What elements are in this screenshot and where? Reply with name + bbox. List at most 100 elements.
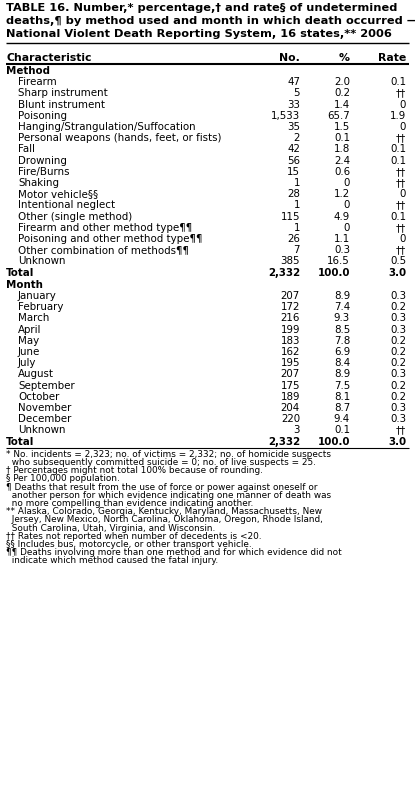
Text: 2.0: 2.0 [334,77,350,87]
Text: South Carolina, Utah, Virginia, and Wisconsin.: South Carolina, Utah, Virginia, and Wisc… [6,523,215,533]
Text: 1.2: 1.2 [334,189,350,199]
Text: 0: 0 [344,223,350,233]
Text: 0.3: 0.3 [334,245,350,255]
Text: 207: 207 [281,369,300,380]
Text: 0.3: 0.3 [390,314,406,323]
Text: 0: 0 [344,178,350,188]
Text: 8.7: 8.7 [334,403,350,413]
Text: 7: 7 [293,245,300,255]
Text: 0.1: 0.1 [390,77,406,87]
Text: Rate: Rate [378,53,406,63]
Text: 42: 42 [287,145,300,154]
Text: 7.4: 7.4 [334,303,350,312]
Text: 1.4: 1.4 [334,99,350,110]
Text: 0.1: 0.1 [334,133,350,143]
Text: Intentional neglect: Intentional neglect [18,200,115,210]
Text: April: April [18,325,42,334]
Text: Unknown: Unknown [18,426,66,435]
Text: 6.9: 6.9 [334,347,350,357]
Text: 5: 5 [293,88,300,98]
Text: 8.9: 8.9 [334,369,350,380]
Text: 8.5: 8.5 [334,325,350,334]
Text: 3: 3 [293,426,300,435]
Text: October: October [18,391,59,402]
Text: 207: 207 [281,291,300,301]
Text: August: August [18,369,54,380]
Text: Personal weapons (hands, feet, or fists): Personal weapons (hands, feet, or fists) [18,133,222,143]
Text: Month: Month [6,279,43,290]
Text: Blunt instrument: Blunt instrument [18,99,105,110]
Text: 4.9: 4.9 [334,211,350,222]
Text: 47: 47 [287,77,300,87]
Text: Poisoning: Poisoning [18,111,67,121]
Text: 199: 199 [281,325,300,334]
Text: National Violent Death Reporting System, 16 states,** 2006: National Violent Death Reporting System,… [6,29,392,39]
Text: who subsequently committed suicide = 0; no. of live suspects = 25.: who subsequently committed suicide = 0; … [6,458,316,467]
Text: 162: 162 [281,347,300,357]
Text: Poisoning and other method type¶¶: Poisoning and other method type¶¶ [18,234,203,244]
Text: ††: †† [396,245,406,255]
Text: 9.4: 9.4 [334,414,350,424]
Text: 0.2: 0.2 [390,347,406,357]
Text: 16.5: 16.5 [327,256,350,267]
Text: Fire/Burns: Fire/Burns [18,167,69,177]
Text: 2.4: 2.4 [334,156,350,166]
Text: 0.1: 0.1 [390,211,406,222]
Text: deaths,¶ by method used and month in which death occurred —: deaths,¶ by method used and month in whi… [6,16,415,26]
Text: Firearm and other method type¶¶: Firearm and other method type¶¶ [18,223,192,233]
Text: Shaking: Shaking [18,178,59,188]
Text: 1.5: 1.5 [334,122,350,132]
Text: 100.0: 100.0 [317,268,350,278]
Text: § Per 100,000 population.: § Per 100,000 population. [6,474,120,484]
Text: 0.2: 0.2 [390,391,406,402]
Text: 385: 385 [281,256,300,267]
Text: 100.0: 100.0 [317,437,350,446]
Text: 0: 0 [400,189,406,199]
Text: November: November [18,403,71,413]
Text: 9.3: 9.3 [334,314,350,323]
Text: 0.3: 0.3 [390,325,406,334]
Text: 1: 1 [293,200,300,210]
Text: 33: 33 [287,99,300,110]
Text: 0: 0 [400,122,406,132]
Text: 220: 220 [281,414,300,424]
Text: 195: 195 [281,358,300,368]
Text: 216: 216 [281,314,300,323]
Text: 15: 15 [287,167,300,177]
Text: Total: Total [6,437,34,446]
Text: 0.3: 0.3 [390,414,406,424]
Text: 183: 183 [281,336,300,346]
Text: 1,533: 1,533 [271,111,300,121]
Text: Unknown: Unknown [18,256,66,267]
Text: 1: 1 [293,223,300,233]
Text: ¶¶ Deaths involving more than one method and for which evidence did not: ¶¶ Deaths involving more than one method… [6,548,342,557]
Text: Sharp instrument: Sharp instrument [18,88,108,98]
Text: 1: 1 [293,178,300,188]
Text: 1.8: 1.8 [334,145,350,154]
Text: 172: 172 [281,303,300,312]
Text: 35: 35 [287,122,300,132]
Text: February: February [18,303,63,312]
Text: ** Alaska, Colorado, Georgia, Kentucky, Maryland, Massachusetts, New: ** Alaska, Colorado, Georgia, Kentucky, … [6,507,322,516]
Text: Characteristic: Characteristic [6,53,91,63]
Text: ††: †† [396,200,406,210]
Text: 115: 115 [281,211,300,222]
Text: 0: 0 [400,99,406,110]
Text: 0.1: 0.1 [334,426,350,435]
Text: Hanging/Strangulation/Suffocation: Hanging/Strangulation/Suffocation [18,122,195,132]
Text: no more compelling than evidence indicating another.: no more compelling than evidence indicat… [6,499,253,508]
Text: December: December [18,414,71,424]
Text: 0.2: 0.2 [390,358,406,368]
Text: March: March [18,314,49,323]
Text: 2: 2 [294,133,300,143]
Text: Other (single method): Other (single method) [18,211,132,222]
Text: 0.2: 0.2 [390,380,406,391]
Text: 8.1: 8.1 [334,391,350,402]
Text: No.: No. [279,53,300,63]
Text: Motor vehicle§§: Motor vehicle§§ [18,189,98,199]
Text: 189: 189 [281,391,300,402]
Text: 0.1: 0.1 [390,156,406,166]
Text: Drowning: Drowning [18,156,67,166]
Text: Jersey, New Mexico, North Carolina, Oklahoma, Oregon, Rhode Island,: Jersey, New Mexico, North Carolina, Okla… [6,515,323,524]
Text: 0: 0 [400,234,406,244]
